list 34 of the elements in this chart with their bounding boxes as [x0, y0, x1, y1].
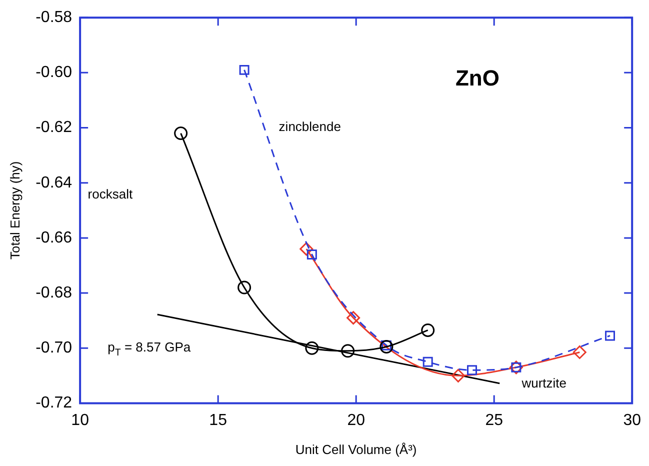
y-tick-label: -0.62 [36, 119, 72, 136]
y-tick-label: -0.68 [36, 284, 72, 302]
y-axis-title: Total Energy (hy) [7, 161, 22, 260]
x-tick-label: 15 [209, 412, 228, 430]
point [451, 368, 465, 382]
point [572, 345, 586, 359]
annotation: zincblende [278, 119, 341, 134]
point [300, 242, 314, 256]
point [239, 64, 250, 75]
annotation: rocksalt [88, 186, 133, 202]
point [306, 249, 317, 260]
point [238, 280, 252, 294]
y-tick-label: -0.58 [36, 9, 72, 26]
point [421, 323, 435, 337]
y-tick-label: -0.66 [36, 229, 72, 246]
point [467, 365, 478, 376]
text: ZnO [455, 65, 500, 90]
point [174, 126, 188, 140]
point [341, 344, 355, 358]
y-tick-label: -0.72 [36, 394, 72, 412]
point [422, 356, 433, 367]
y-tick-label: -0.60 [36, 64, 72, 82]
y-tick-label: -0.70 [36, 340, 72, 357]
point [305, 341, 319, 355]
x-tick-label: 20 [347, 412, 366, 430]
point [380, 340, 394, 354]
x-axis-title: Unit Cell Volume (Å³) [295, 442, 417, 457]
x-tick-label: 25 [485, 412, 504, 430]
y-tick-label: -0.64 [36, 174, 72, 192]
x-tick-label: 10 [71, 412, 90, 430]
annotation: wurtzite [520, 376, 566, 390]
point [346, 311, 360, 325]
point [605, 330, 616, 341]
x-tick-label: 30 [623, 412, 642, 430]
